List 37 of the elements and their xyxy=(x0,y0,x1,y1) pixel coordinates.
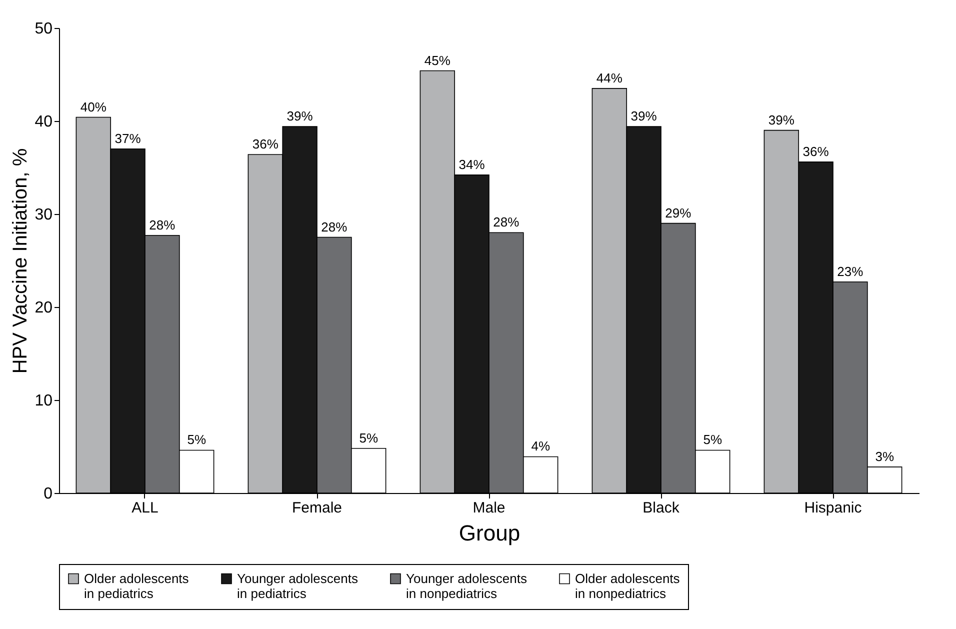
data-label: 44% xyxy=(596,70,623,86)
data-label: 39% xyxy=(630,108,658,124)
data-label: 40% xyxy=(80,99,107,114)
data-label: 5% xyxy=(703,432,722,448)
y-tick-label: 40 xyxy=(34,114,53,130)
x-tick-label: Hispanic xyxy=(804,500,862,516)
data-label: 37% xyxy=(114,130,142,146)
x-tick-label: Female xyxy=(292,500,342,516)
data-label: 39% xyxy=(768,112,795,128)
data-label: 29% xyxy=(665,205,692,220)
y-axis-title: HPV Vaccine Initiation, % xyxy=(10,148,32,374)
legend-label: Older adolescents in pediatrics xyxy=(84,570,190,601)
data-label: 5% xyxy=(187,432,206,448)
data-label: 45% xyxy=(424,52,451,68)
data-label: 39% xyxy=(286,108,314,124)
data-label: 4% xyxy=(531,438,550,454)
y-tick-label: 20 xyxy=(34,300,53,316)
x-tick-label: Male xyxy=(472,500,506,516)
data-label: 34% xyxy=(458,156,486,172)
legend-label: Younger adolescents in nonpediatrics xyxy=(406,570,528,601)
data-label: 3% xyxy=(875,448,894,464)
x-axis-title: Group xyxy=(458,520,520,546)
y-tick-label: 50 xyxy=(34,20,53,38)
legend-label: Younger adolescents in pediatrics xyxy=(237,570,358,601)
data-label: 23% xyxy=(837,264,864,279)
y-tick-label: 0 xyxy=(44,486,53,502)
data-label: 28% xyxy=(149,217,176,232)
data-label: 36% xyxy=(252,136,279,152)
y-tick-label: 10 xyxy=(34,392,53,410)
data-label: 28% xyxy=(493,214,520,230)
x-tick-label: Black xyxy=(642,500,680,516)
y-tick-label: 30 xyxy=(34,206,53,224)
data-label: 36% xyxy=(802,144,830,159)
x-tick-label: ALL xyxy=(132,500,158,516)
legend-label: Older adolescents in nonpediatrics xyxy=(575,570,680,601)
data-label: 28% xyxy=(321,219,348,234)
data-label: 5% xyxy=(359,430,378,446)
